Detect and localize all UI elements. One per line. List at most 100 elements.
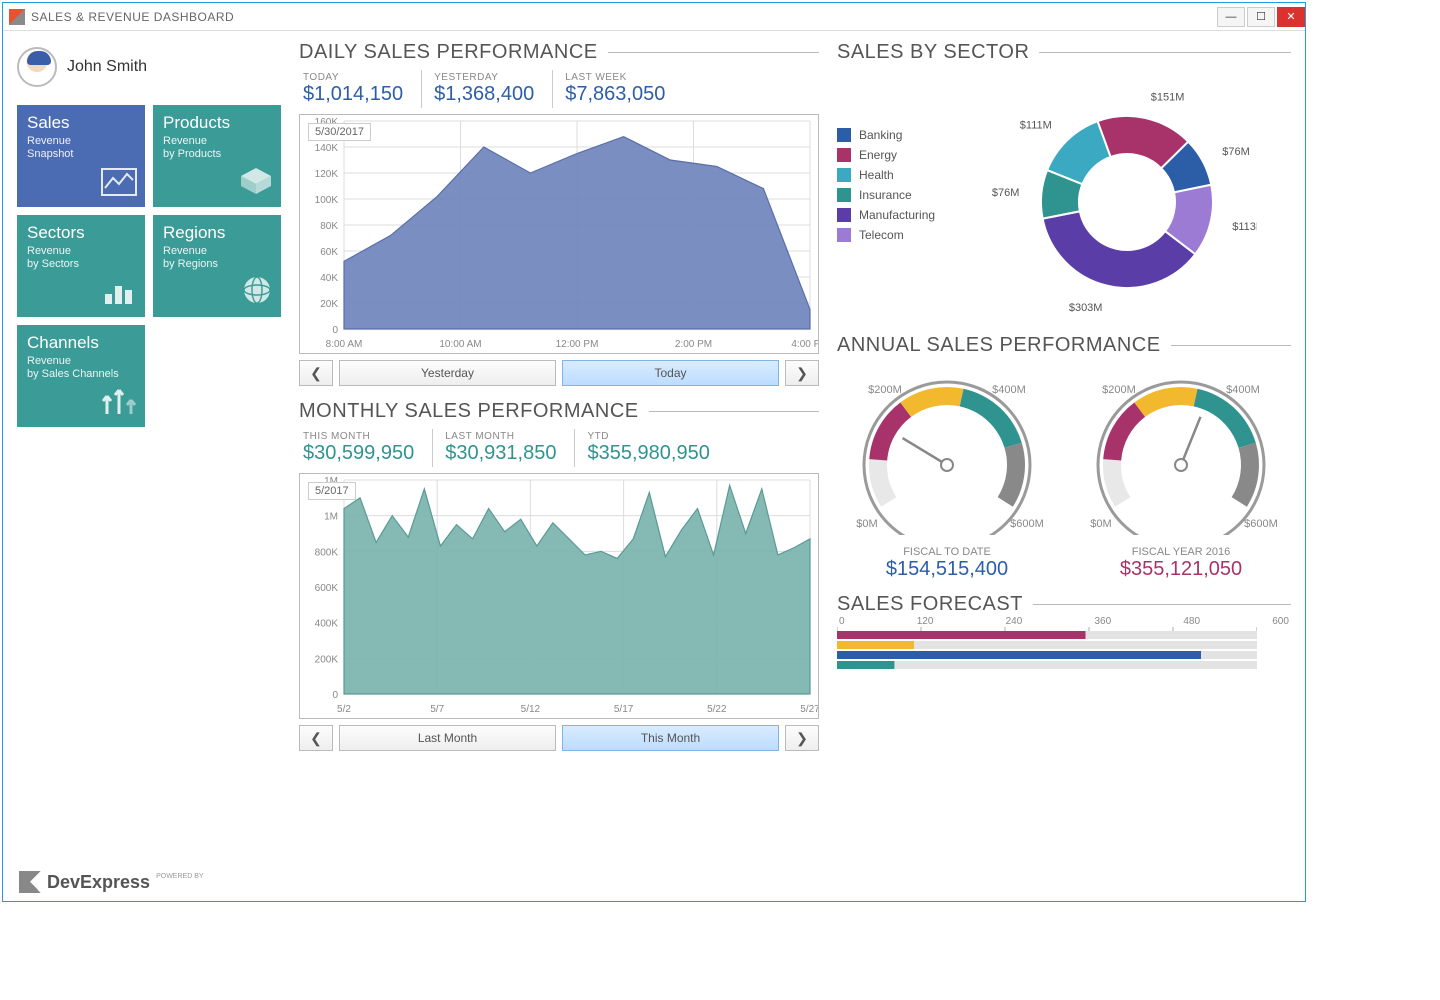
box-icon: [239, 166, 273, 201]
sector-donut-chart: $151M$76M$113M$303M$76M$111M: [967, 82, 1257, 322]
forecast-section: SALES FORECAST 0120240360480600: [837, 593, 1291, 678]
monthly-next-button[interactable]: ❯: [785, 725, 819, 751]
svg-text:5/12: 5/12: [521, 704, 541, 715]
svg-text:$600M: $600M: [1010, 518, 1044, 530]
daily-today-button[interactable]: Today: [562, 360, 779, 386]
svg-text:400K: 400K: [315, 619, 339, 630]
legend-swatch: [837, 208, 851, 222]
svg-text:$303M: $303M: [1069, 302, 1103, 314]
svg-text:$76M: $76M: [992, 187, 1020, 199]
legend-swatch: [837, 168, 851, 182]
svg-text:600K: 600K: [315, 583, 339, 594]
svg-text:800K: 800K: [315, 547, 339, 558]
daily-kpis: TODAY $1,014,150YESTERDAY $1,368,400LAST…: [299, 70, 819, 108]
avatar-icon: [17, 47, 57, 87]
daily-prev-button[interactable]: ❮: [299, 360, 333, 386]
legend-label: Insurance: [859, 188, 912, 202]
legend-swatch: [837, 148, 851, 162]
svg-text:0: 0: [332, 690, 338, 701]
daily-section: DAILY SALES PERFORMANCE TODAY $1,014,150…: [299, 41, 819, 386]
legend-item: Manufacturing: [837, 208, 957, 222]
legend-item: Telecom: [837, 228, 957, 242]
gauge-chart: $0M$600M$200M$400M: [1081, 365, 1281, 535]
gauge-chart: $0M$600M$200M$400M: [847, 365, 1047, 535]
app-logo-icon: [9, 9, 25, 25]
svg-text:80K: 80K: [320, 221, 338, 232]
nav-tile-channels[interactable]: Channels Revenueby Sales Channels: [17, 325, 145, 427]
tile-subtitle: Revenueby Sales Channels: [27, 355, 135, 381]
arrows-icon: [101, 386, 137, 421]
kpi-label: LAST MONTH: [445, 431, 556, 442]
app-window: SALES & REVENUE DASHBOARD — ☐ ✕ John Smi…: [2, 2, 1306, 902]
brand-tag: POWERED BY: [156, 873, 203, 880]
svg-text:0: 0: [332, 325, 338, 336]
svg-text:$151M: $151M: [1151, 92, 1185, 104]
tile-subtitle: Revenueby Products: [163, 135, 271, 161]
legend-label: Energy: [859, 148, 897, 162]
svg-text:$0M: $0M: [856, 518, 877, 530]
svg-text:5/27: 5/27: [800, 704, 818, 715]
forecast-chart: [837, 627, 1257, 673]
nav-tile-regions[interactable]: Regions Revenueby Regions: [153, 215, 281, 317]
window-title: SALES & REVENUE DASHBOARD: [31, 10, 234, 24]
monthly-prev-button[interactable]: ❮: [299, 725, 333, 751]
nav-tile-sales[interactable]: Sales RevenueSnapshot: [17, 105, 145, 207]
tile-title: Regions: [163, 223, 271, 243]
svg-text:$200M: $200M: [868, 384, 902, 396]
bars-icon: [103, 278, 137, 311]
svg-text:1M: 1M: [324, 512, 338, 523]
svg-text:2:00 PM: 2:00 PM: [675, 339, 712, 350]
legend-swatch: [837, 128, 851, 142]
svg-text:100K: 100K: [315, 195, 339, 206]
svg-text:140K: 140K: [315, 143, 339, 154]
gauge-value: $355,121,050: [1081, 558, 1281, 581]
gauge-label: FISCAL TO DATE: [847, 546, 1047, 558]
daily-title: DAILY SALES PERFORMANCE: [299, 41, 598, 64]
svg-text:$113M: $113M: [1232, 221, 1257, 233]
gauge: $0M$600M$200M$400M FISCAL YEAR 2016 $355…: [1081, 365, 1281, 581]
tile-title: Sales: [27, 113, 135, 133]
legend-swatch: [837, 228, 851, 242]
brand-logo-icon: [19, 871, 41, 893]
maximize-button[interactable]: ☐: [1247, 7, 1275, 27]
svg-text:5/2: 5/2: [337, 704, 351, 715]
svg-text:$0M: $0M: [1090, 518, 1111, 530]
svg-text:4:00 PM: 4:00 PM: [791, 339, 818, 350]
minimize-button[interactable]: —: [1217, 7, 1245, 27]
kpi: LAST MONTH $30,931,850: [432, 429, 574, 467]
user-panel[interactable]: John Smith: [17, 47, 285, 87]
daily-yesterday-button[interactable]: Yesterday: [339, 360, 556, 386]
legend-item: Banking: [837, 128, 957, 142]
svg-text:20K: 20K: [320, 299, 338, 310]
nav-tile-products[interactable]: Products Revenueby Products: [153, 105, 281, 207]
daily-chart-tag: 5/30/2017: [308, 123, 371, 141]
tile-title: Channels: [27, 333, 135, 353]
close-button[interactable]: ✕: [1277, 7, 1305, 27]
monthly-toggle: ❮ Last Month This Month ❯: [299, 725, 819, 751]
nav-tile-sectors[interactable]: Sectors Revenueby Sectors: [17, 215, 145, 317]
tile-subtitle: RevenueSnapshot: [27, 135, 135, 161]
kpi-value: $30,599,950: [303, 442, 414, 465]
sector-legend: Banking Energy Health Insurance Manufacturin…: [837, 82, 957, 322]
legend-label: Health: [859, 168, 894, 182]
annual-gauges: $0M$600M$200M$400M FISCAL TO DATE $154,5…: [837, 365, 1291, 581]
svg-text:120K: 120K: [315, 169, 339, 180]
daily-next-button[interactable]: ❯: [785, 360, 819, 386]
kpi-value: $355,980,950: [587, 442, 709, 465]
monthly-lastmonth-button[interactable]: Last Month: [339, 725, 556, 751]
titlebar: SALES & REVENUE DASHBOARD — ☐ ✕: [3, 3, 1305, 31]
kpi-label: TODAY: [303, 72, 403, 83]
svg-text:5/7: 5/7: [430, 704, 444, 715]
svg-text:5/17: 5/17: [614, 704, 634, 715]
forecast-title: SALES FORECAST: [837, 593, 1023, 616]
svg-text:10:00 AM: 10:00 AM: [439, 339, 481, 350]
monthly-chart: 0200K400K600K800K1M1M1M5/25/75/125/175/2…: [299, 473, 819, 719]
legend-swatch: [837, 188, 851, 202]
monthly-title: MONTHLY SALES PERFORMANCE: [299, 400, 639, 423]
nav-tiles: Sales RevenueSnapshot Products Revenueby…: [17, 105, 285, 427]
daily-chart: 020K40K60K80K100K120K140K160K8:00 AM10:0…: [299, 114, 819, 354]
kpi-value: $7,863,050: [565, 83, 665, 106]
kpi: THIS MONTH $30,599,950: [299, 429, 432, 467]
daily-toggle: ❮ Yesterday Today ❯: [299, 360, 819, 386]
monthly-thismonth-button[interactable]: This Month: [562, 725, 779, 751]
